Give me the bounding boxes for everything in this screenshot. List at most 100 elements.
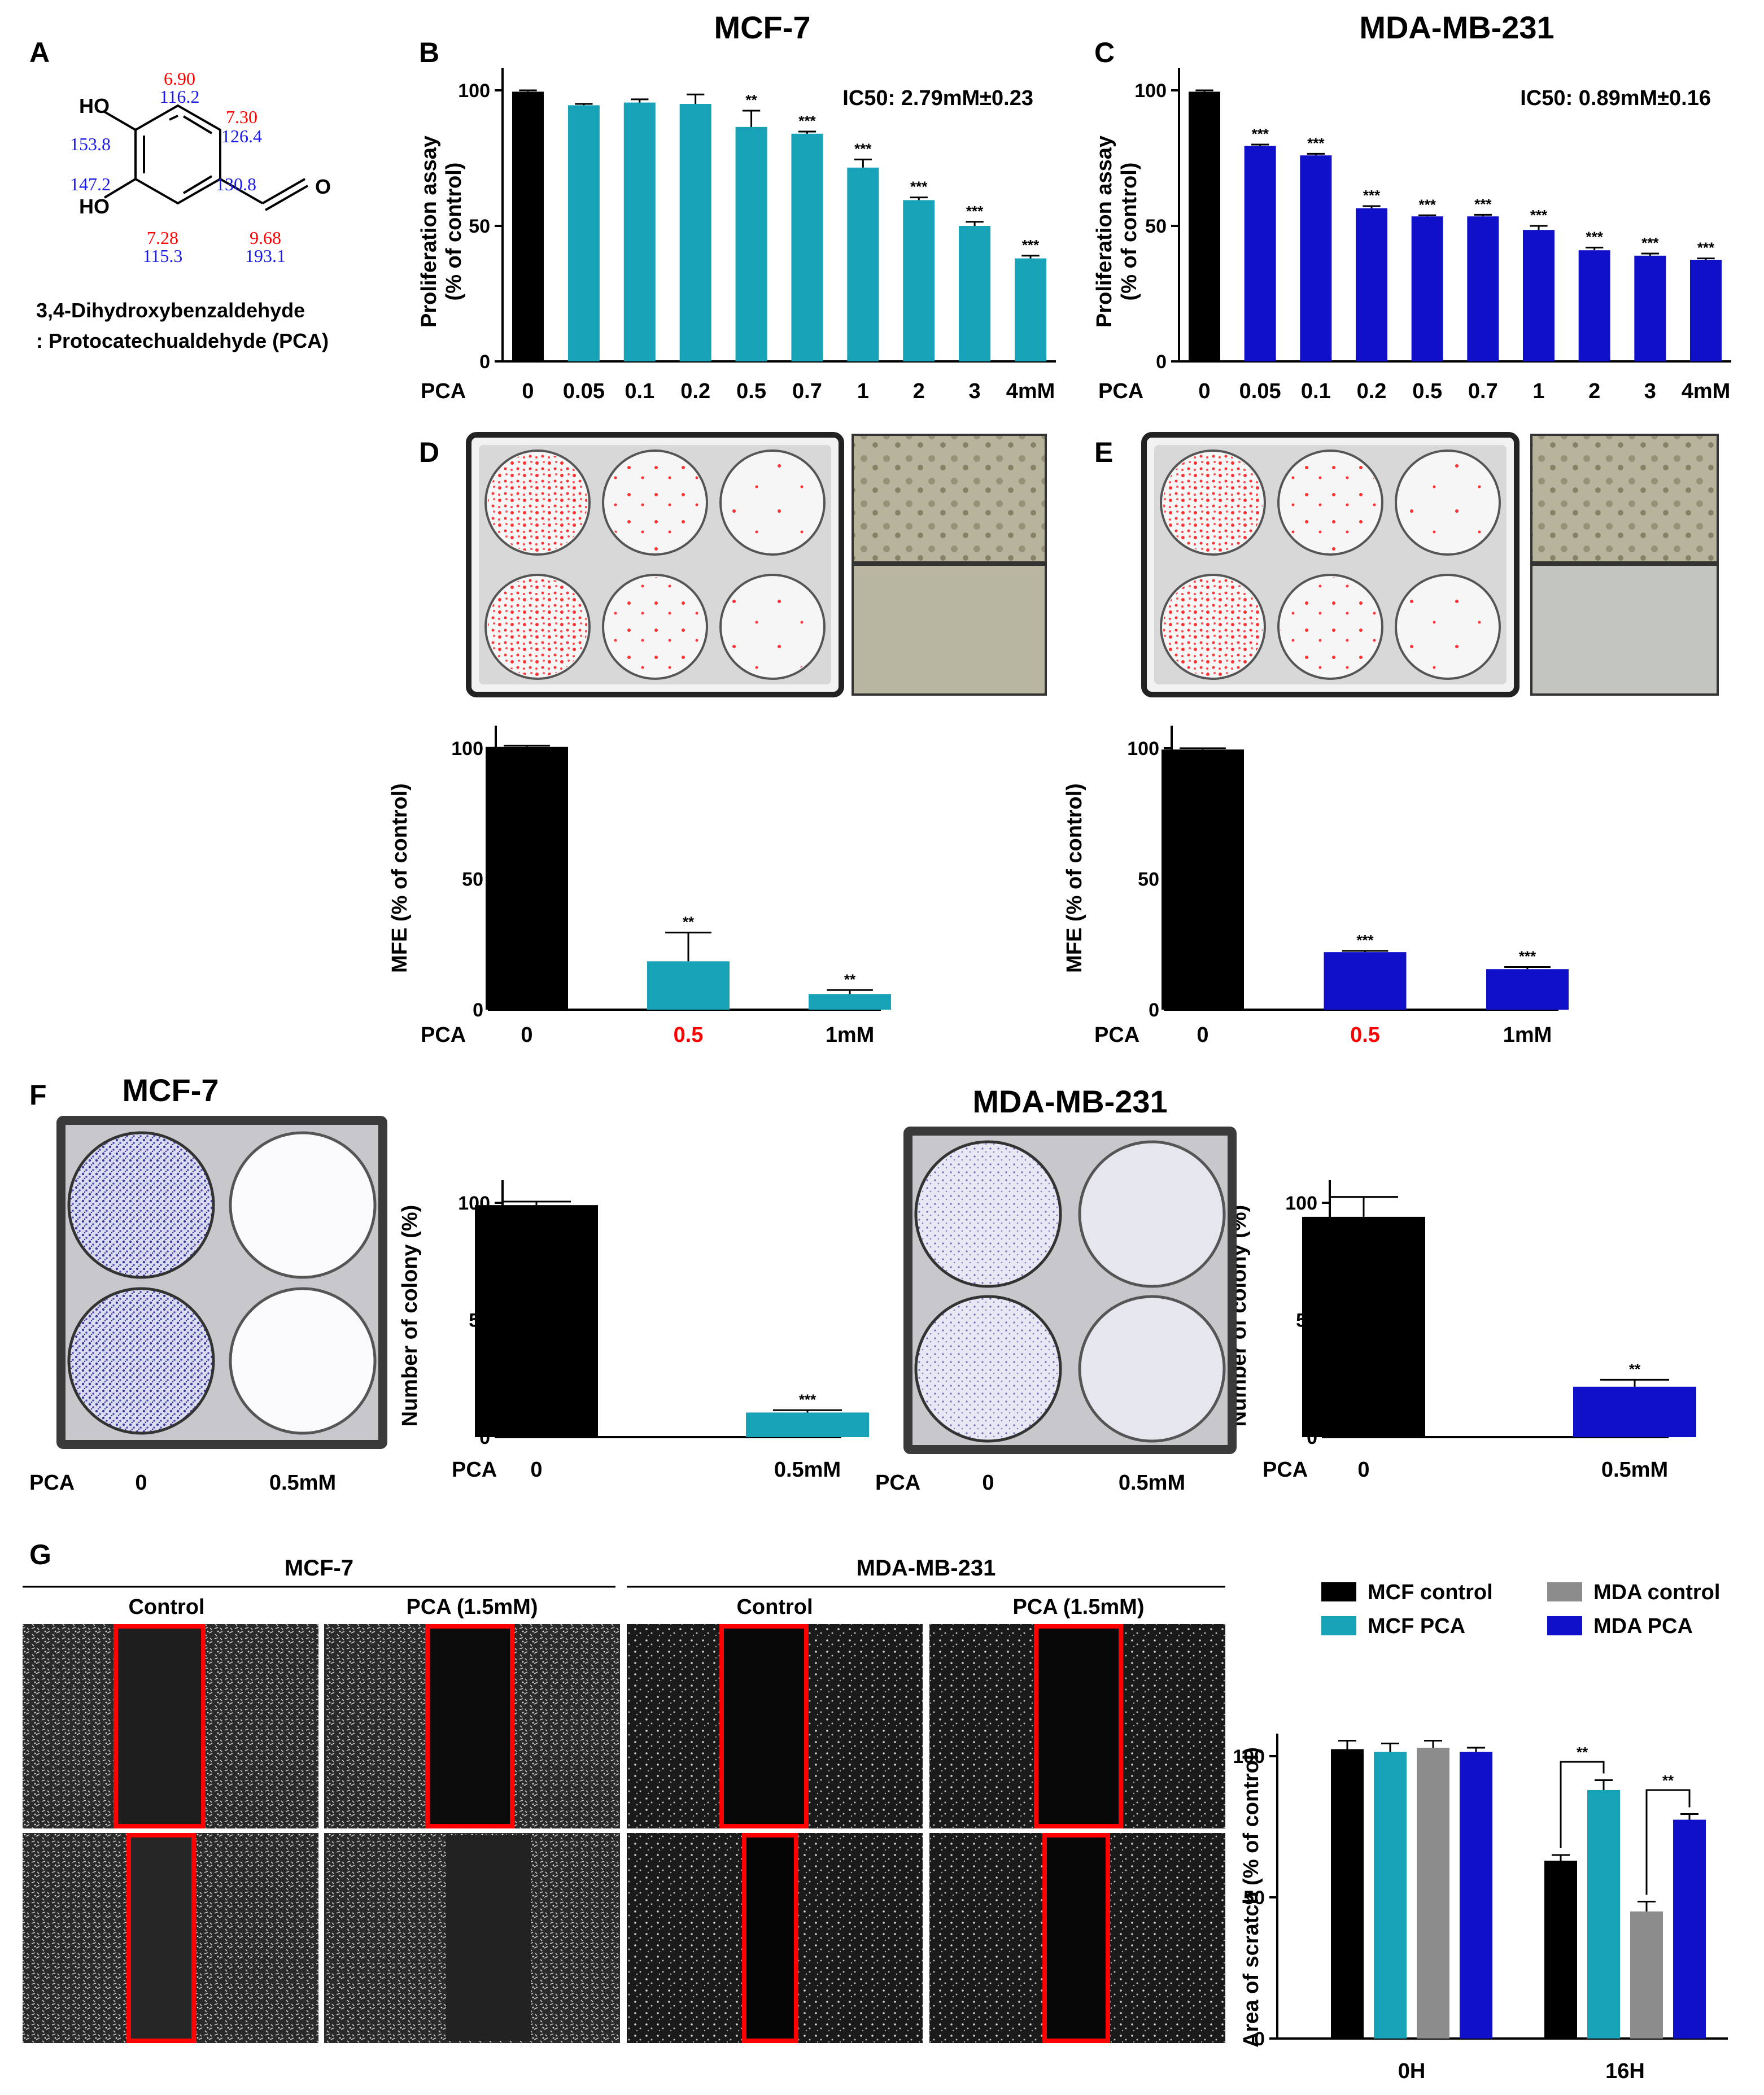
E-bar-2 [1486, 969, 1569, 1010]
B-bar-4 [735, 126, 767, 362]
C-sig-3: *** [1363, 187, 1381, 204]
D-ytick-label-2: 100 [451, 738, 483, 760]
G-ytick-label-2: 100 [1233, 1746, 1265, 1767]
d-micrograph-treated [852, 564, 1047, 696]
E-bar-0 [1162, 749, 1244, 1010]
C-xtick-label-3: 0.2 [1357, 379, 1387, 403]
g-group-mda: MDA-MB-231 [857, 1556, 996, 1581]
G-bracket-1 [1645, 1789, 1691, 1895]
B-ylabel-1: Proliferation assay [417, 136, 441, 328]
panel-label-e: E [1094, 437, 1113, 468]
D-sig-1: ** [683, 913, 695, 930]
B-annotation: IC50: 2.79mM±0.23 [842, 86, 1033, 110]
compound-alias: : Protocatechualdehyde (PCA) [36, 329, 329, 352]
G-bracket-0 [1560, 1761, 1605, 1848]
F1-ylabel: Number of colony (%) [398, 1205, 422, 1427]
aldehyde-bond [220, 178, 263, 204]
f-right-plate-label-1: 0.5mM [1119, 1471, 1185, 1495]
nmr-label-10: 193.1 [245, 246, 286, 266]
g-sub-mda-pca: PCA (1.5mM) [1013, 1595, 1145, 1619]
C-pca-label: PCA [1098, 379, 1143, 403]
B-pca-label: PCA [421, 379, 466, 403]
B-xtick-label-7: 2 [913, 379, 925, 403]
C-sig-8: *** [1641, 234, 1659, 251]
D-bar-2 [809, 994, 891, 1010]
nmr-label-5: 147.2 [70, 174, 111, 194]
chart-b-mcf7-proliferation: 0 50 100 0 0.05 0.1 0.2 ** 0.5 *** 0.7 *** 1 *** 2 *** 3… [417, 10, 1056, 403]
C-bar-3 [1356, 208, 1387, 361]
E-xtick-label-2: 1mM [1503, 1023, 1552, 1047]
f-left-pca-label: PCA [29, 1471, 75, 1495]
C-ytick-label-2: 100 [1134, 80, 1167, 102]
g-scratch-mda-pca-0h [1034, 1624, 1123, 1828]
E-ytick-label-2: 100 [1127, 738, 1159, 760]
f-right-well-2 [1078, 1140, 1226, 1288]
C-xtick-label-9: 4mM [1682, 379, 1731, 403]
D-ylabel: MFE (% of control) [388, 783, 412, 973]
G-bar-2-0 [1417, 1748, 1449, 2039]
g-scratch-mcf-pca-0h [425, 1624, 514, 1828]
carbonyl-double-bond [265, 185, 308, 211]
G-legend-swatch-1 [1321, 1616, 1356, 1635]
B-sig-5: *** [798, 112, 816, 129]
B-ytick-label-1: 50 [469, 216, 490, 237]
oh-bottom-label: HO [79, 195, 110, 218]
g-sub-mcf-control: Control [128, 1595, 204, 1619]
B-bar-2 [623, 102, 656, 361]
D-sig-2: ** [844, 971, 856, 988]
ring-double-bond-2 [182, 115, 213, 134]
B-xtick-label-5: 0.7 [792, 379, 822, 403]
f-left-well-1 [67, 1131, 215, 1279]
d-colonies-6 [723, 577, 822, 676]
B-sig-8: *** [966, 203, 984, 220]
C-ytick-label-1: 50 [1145, 216, 1167, 237]
E-ylabel: MFE (% of control) [1063, 783, 1086, 973]
B-ytick-label-0: 0 [479, 351, 490, 373]
chemical-structure [103, 104, 308, 211]
panel-e-images [1141, 432, 1719, 697]
F1-bar-1 [746, 1412, 869, 1437]
f-right-well-3 [914, 1295, 1062, 1443]
C-xtick-label-1: 0.05 [1239, 379, 1281, 403]
C-sig-1: *** [1251, 125, 1269, 142]
B-xtick-label-4: 0.5 [736, 379, 766, 403]
F1-pca-label: PCA [452, 1458, 497, 1482]
f-left-well-2 [229, 1131, 377, 1279]
F2-ytick-label-2: 100 [1285, 1193, 1317, 1214]
nmr-label-7: 7.28 [147, 228, 178, 248]
C-bar-0 [1189, 91, 1220, 361]
C-sig-6: *** [1530, 207, 1548, 224]
C-bar-1 [1244, 146, 1276, 361]
C-bar-5 [1467, 216, 1499, 361]
B-bar-0 [512, 91, 544, 361]
f-left-title: MCF-7 [122, 1072, 219, 1108]
panel-label-f: F [29, 1079, 47, 1111]
chart-d-mcf7-mfe: 0 50 100 0 ** 0.5 ** 1mM PCA MFE (% of control) [388, 726, 891, 1047]
B-xtick-label-8: 3 [969, 379, 981, 403]
nmr-label-6: 130.8 [216, 174, 256, 194]
f-right-well-4 [1078, 1295, 1226, 1443]
D-ytick-label-1: 50 [462, 869, 483, 891]
E-ytick-label-1: 50 [1138, 869, 1159, 891]
D-ytick-label-0: 0 [473, 1000, 483, 1021]
G-bar-3-1 [1673, 1819, 1706, 2039]
nmr-label-2: 7.30 [226, 107, 257, 127]
D-bar-0 [486, 747, 568, 1010]
nmr-label-9: 9.68 [250, 228, 281, 248]
chart-g-scratch-area: 0 50 100 0H 16H Area of scratch (% of control… [1233, 1581, 1728, 2083]
C-sig-4: *** [1418, 196, 1436, 213]
G-legend-label-1: MCF PCA [1368, 1614, 1465, 1638]
E-bar-1 [1324, 952, 1407, 1010]
F2-xtick-label-1: 0.5mM [1601, 1458, 1668, 1482]
C-bar-8 [1634, 255, 1666, 361]
nmr-label-0: 6.90 [164, 68, 195, 89]
d-micrograph-control [852, 434, 1047, 564]
E-pca-label: PCA [1094, 1023, 1139, 1047]
C-annotation: IC50: 0.89mM±0.16 [1520, 86, 1711, 110]
C-sig-2: *** [1307, 134, 1325, 151]
B-xtick-label-9: 4mM [1006, 379, 1055, 403]
